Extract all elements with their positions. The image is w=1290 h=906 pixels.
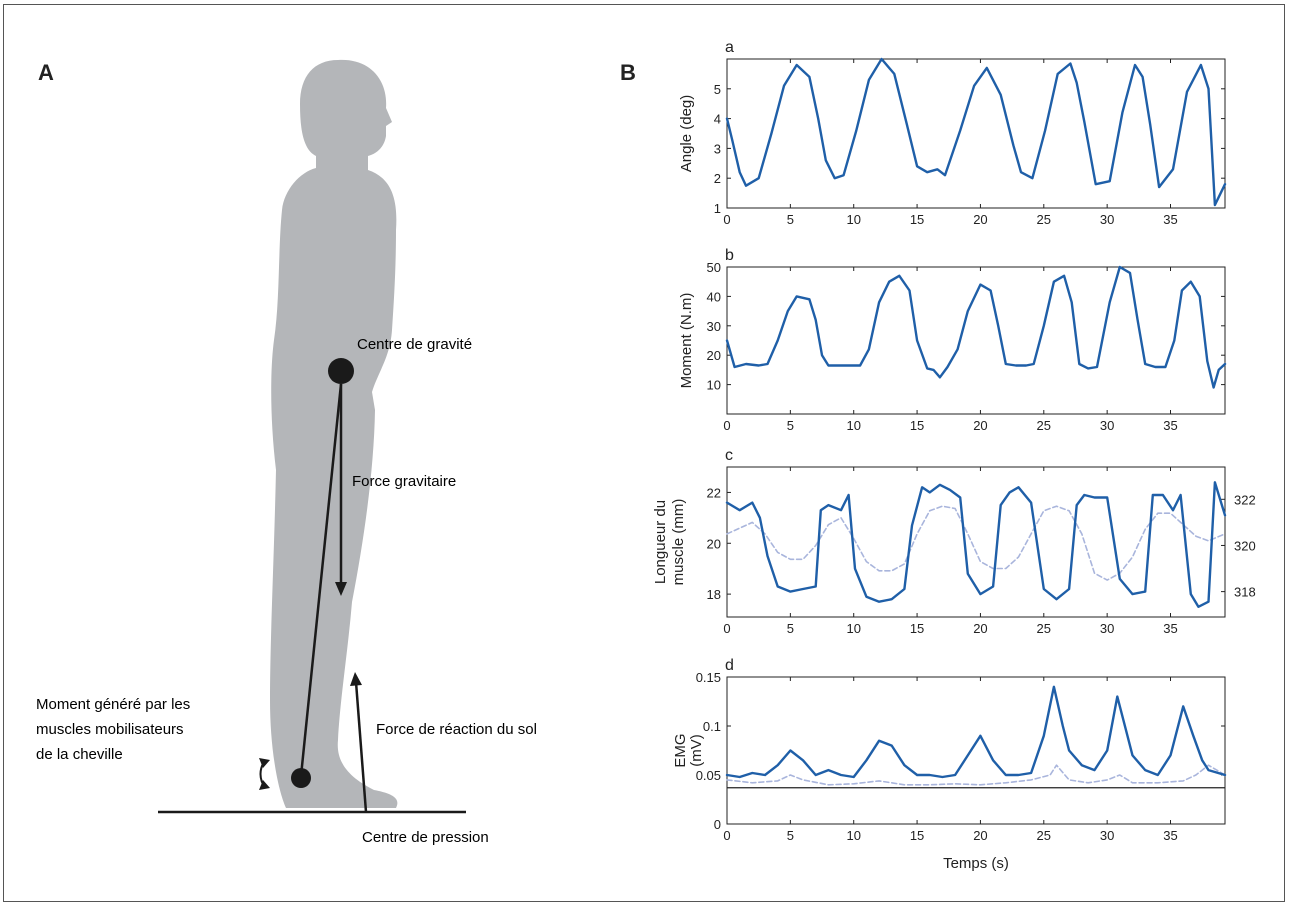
- label-moment-line-2: muscles mobilisateurs: [36, 721, 184, 738]
- body-silhouette: [270, 59, 398, 809]
- x-tick-label-c: 35: [1163, 621, 1177, 636]
- y-tick-label-b: 20: [707, 348, 721, 363]
- x-tick-label-a: 20: [973, 212, 987, 227]
- label-force-reaction-sol: Force de réaction du sol: [376, 721, 537, 738]
- y-tick-label-c: 22: [707, 485, 721, 500]
- label-force-gravitaire: Force gravitaire: [352, 473, 456, 490]
- y-tick-label-d: 0.05: [696, 768, 721, 783]
- x-tick-label-a: 10: [846, 212, 860, 227]
- x-tick-label-c: 20: [973, 621, 987, 636]
- x-tick-label-d: 10: [846, 828, 860, 843]
- x-tick-label-b: 30: [1100, 418, 1114, 433]
- plot-frame-b: [726, 266, 1226, 415]
- x-tick-label-d: 30: [1100, 828, 1114, 843]
- center-of-gravity-dot: [328, 358, 354, 384]
- x-tick-label-a: 0: [723, 212, 730, 227]
- plot-c: c 0 5 10 15 20 25 30 35 18 20 22 318 320 322 Longueur d…: [652, 447, 1256, 636]
- y2-tick-label-c: 318: [1234, 585, 1256, 600]
- x-tick-label-c: 5: [787, 621, 794, 636]
- series-line-b-primary: [725, 265, 1227, 389]
- x-tick-label-a: 30: [1100, 212, 1114, 227]
- plot-letter-b: b: [725, 247, 734, 264]
- x-tick-label-b: 20: [973, 418, 987, 433]
- panel-letter-b: B: [620, 60, 636, 85]
- x-tick-label-b: 25: [1037, 418, 1051, 433]
- ground-reaction-force-arrow: [354, 681, 368, 813]
- series-line-d-primary: [725, 685, 1227, 779]
- y-tick-label-c: 20: [707, 536, 721, 551]
- y-tick-label-a: 2: [714, 171, 721, 186]
- y-tick-label-b: 30: [707, 319, 721, 334]
- plot-letter-d: d: [725, 657, 734, 674]
- series-line-d-secondary: [726, 764, 1226, 786]
- plot-letter-a: a: [725, 39, 734, 56]
- x-tick-label-c: 15: [910, 621, 924, 636]
- x-tick-label-d: 5: [787, 828, 794, 843]
- y2-tick-label-c: 320: [1234, 538, 1256, 553]
- x-tick-label-d: 25: [1037, 828, 1051, 843]
- x-tick-label-b: 35: [1163, 418, 1177, 433]
- x-tick-label-a: 35: [1163, 212, 1177, 227]
- plot-d: d 0 5 10 15 20 25 30 35 0 0.05 0.1 0.15 EMG (mV) Temps …: [672, 657, 1227, 872]
- x-tick-label-c: 0: [723, 621, 730, 636]
- y-tick-label-d: 0.15: [696, 670, 721, 685]
- figure-frame: [3, 4, 1285, 902]
- x-tick-label-b: 5: [787, 418, 794, 433]
- y-axis-label-d: (mV): [688, 734, 705, 767]
- y-tick-label-c: 18: [707, 587, 721, 602]
- label-moment-line-1: Moment généré par les: [36, 696, 190, 713]
- plot-letter-c: c: [725, 447, 733, 464]
- ground-reaction-arrowhead: [350, 672, 362, 686]
- y-tick-label-b: 40: [707, 289, 721, 304]
- plot-frame-d: [726, 676, 1226, 825]
- y-tick-label-d: 0.1: [703, 719, 721, 734]
- label-moment-line-3: de la cheville: [36, 746, 123, 763]
- y-axis-label-c: muscle (mm): [670, 499, 687, 586]
- label-centre-de-pression: Centre de pression: [362, 829, 489, 846]
- y-tick-label-b: 10: [707, 378, 721, 393]
- x-tick-label-d: 15: [910, 828, 924, 843]
- y-tick-label-a: 3: [714, 141, 721, 156]
- x-tick-label-b: 15: [910, 418, 924, 433]
- y-axis-label-d: EMG: [672, 733, 689, 767]
- y-tick-label-a: 1: [714, 201, 721, 216]
- x-tick-label-a: 5: [787, 212, 794, 227]
- x-tick-label-c: 30: [1100, 621, 1114, 636]
- plot-frame-a: [726, 58, 1226, 209]
- x-tick-label-b: 10: [846, 418, 860, 433]
- x-tick-label-d: 20: [973, 828, 987, 843]
- ankle-joint-dot: [291, 768, 311, 788]
- panel-letter-a: A: [38, 60, 54, 85]
- x-tick-label-a: 15: [910, 212, 924, 227]
- lever-line: [299, 383, 343, 777]
- x-tick-label-c: 25: [1037, 621, 1051, 636]
- y2-tick-label-c: 322: [1234, 492, 1256, 507]
- series-line-c-primary: [725, 481, 1227, 608]
- x-tick-label-d: 35: [1163, 828, 1177, 843]
- x-tick-label-a: 25: [1037, 212, 1051, 227]
- series-line-a-primary: [725, 57, 1227, 207]
- y-axis-label-a: Angle (deg): [678, 95, 695, 173]
- x-axis-label-d: Temps (s): [943, 855, 1009, 872]
- y-tick-label-b: 50: [707, 260, 721, 275]
- body-diagram: Centre de gravité Force gravitaire Momen…: [36, 59, 537, 846]
- plot-frame-c: [726, 466, 1226, 618]
- y-axis-label-c: Longueur du: [652, 500, 669, 584]
- gravity-arrowhead: [335, 582, 347, 596]
- plot-a: a 0 5 10 15 20 25 30 35 1 2 3 4 5 Angle (deg): [678, 39, 1227, 227]
- y-tick-label-a: 4: [714, 112, 721, 127]
- x-tick-label-c: 10: [846, 621, 860, 636]
- plot-b: b 0 5 10 15 20 25 30 35 10 20 30 40 50 Moment (N.m): [678, 247, 1227, 433]
- y-tick-label-d: 0: [714, 817, 721, 832]
- label-centre-de-gravite: Centre de gravité: [357, 336, 472, 353]
- y-tick-label-a: 5: [714, 82, 721, 97]
- y-axis-label-b: Moment (N.m): [678, 293, 695, 389]
- moment-arrowhead-bottom: [259, 780, 270, 790]
- moment-arrowhead-top: [259, 758, 270, 768]
- x-tick-label-d: 0: [723, 828, 730, 843]
- x-tick-label-b: 0: [723, 418, 730, 433]
